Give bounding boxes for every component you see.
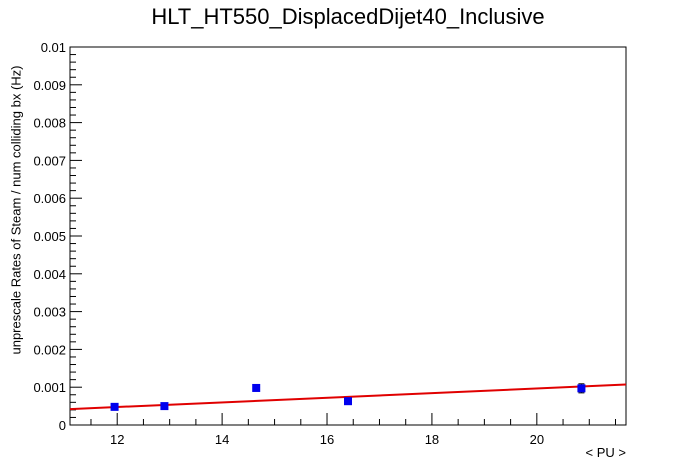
- y-axis: 0 0.001 0.002 0.003 0.004 0.005 0.006 0.007 0.00…: [33, 40, 82, 433]
- y-tick-label: 0.002: [33, 342, 66, 357]
- x-tick-label: 14: [215, 432, 229, 447]
- x-tick-label: 16: [320, 432, 334, 447]
- y-tick-label: 0.006: [33, 191, 66, 206]
- data-point: [252, 383, 261, 392]
- fit-line: [69, 383, 627, 411]
- data-point: [577, 384, 586, 393]
- data-point: [160, 402, 169, 411]
- y-tick-label: 0: [59, 418, 66, 433]
- y-tick-label: 0.003: [33, 305, 66, 320]
- data-point: [110, 402, 119, 411]
- y-tick-label: 0.004: [33, 267, 66, 282]
- fit-line-segment: [69, 383, 627, 411]
- y-tick-label: 0.009: [33, 78, 66, 93]
- x-axis-label: < PU >: [585, 445, 626, 460]
- data-points: [110, 383, 586, 411]
- x-tick-label: 20: [530, 432, 544, 447]
- y-tick-label: 0.01: [41, 40, 66, 55]
- data-point: [344, 397, 352, 406]
- plot-frame: [69, 46, 627, 426]
- x-tick-label: 12: [110, 432, 124, 447]
- y-tick-label: 0.001: [33, 380, 66, 395]
- y-tick-label: 0.007: [33, 153, 66, 168]
- y-tick-label: 0.005: [33, 229, 66, 244]
- y-tick-label: 0.008: [33, 116, 66, 131]
- x-axis: 12 14 16 18 20: [90, 413, 617, 447]
- chart-title: HLT_HT550_DisplacedDijet40_Inclusive: [151, 4, 545, 29]
- x-tick-label: 18: [425, 432, 439, 447]
